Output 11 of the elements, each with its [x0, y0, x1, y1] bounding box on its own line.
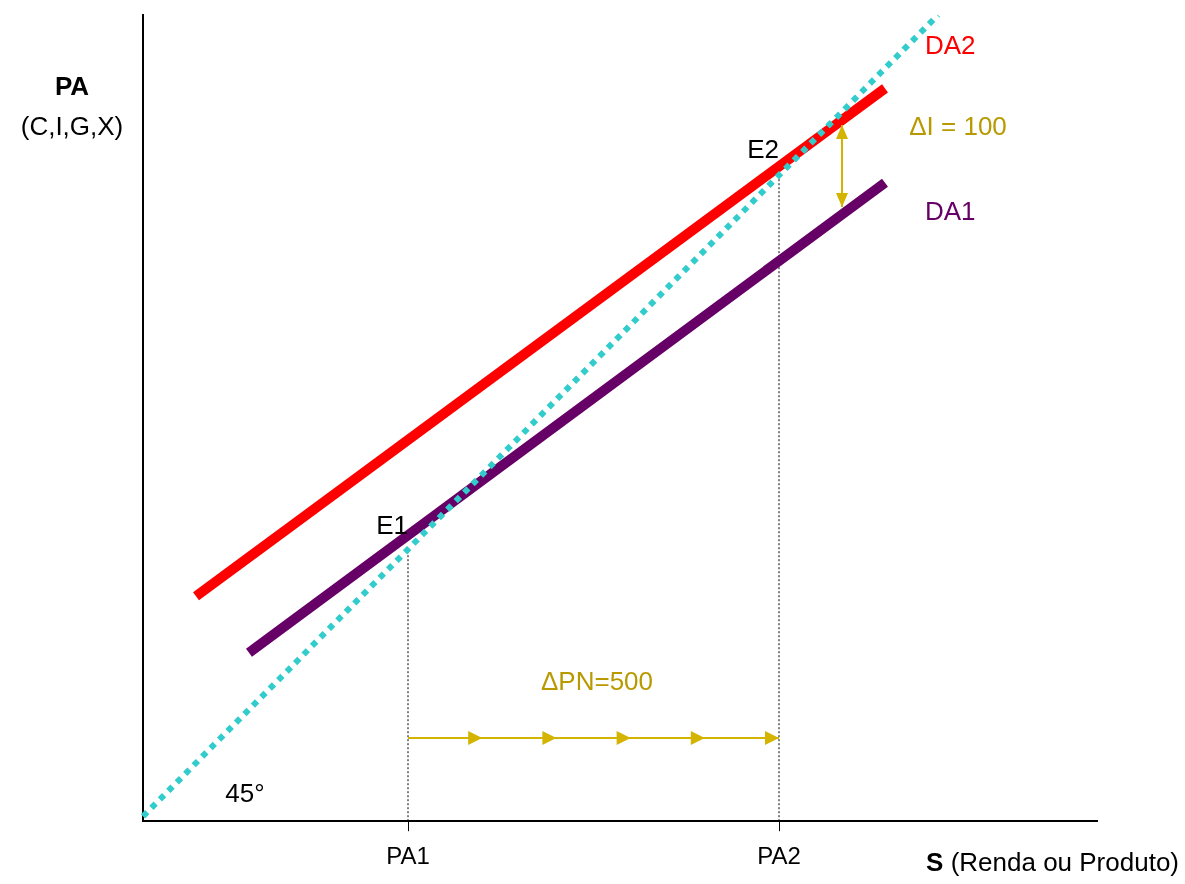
annotation: E2: [747, 134, 779, 165]
x-tick-label: PA1: [386, 842, 430, 870]
x-tick-label: PA2: [757, 842, 801, 870]
y-axis-title: PA (C,I,G,X): [20, 71, 124, 142]
annotation: E1: [376, 509, 408, 540]
annotation: ΔPN=500: [540, 666, 654, 697]
annotation: 45°: [225, 778, 265, 809]
x-axis-title: S (Renda ou Produto): [926, 847, 1180, 878]
annotation: ΔI = 100: [909, 111, 1007, 142]
series-label: DA2: [925, 29, 976, 60]
series-label: DA1: [925, 195, 976, 226]
